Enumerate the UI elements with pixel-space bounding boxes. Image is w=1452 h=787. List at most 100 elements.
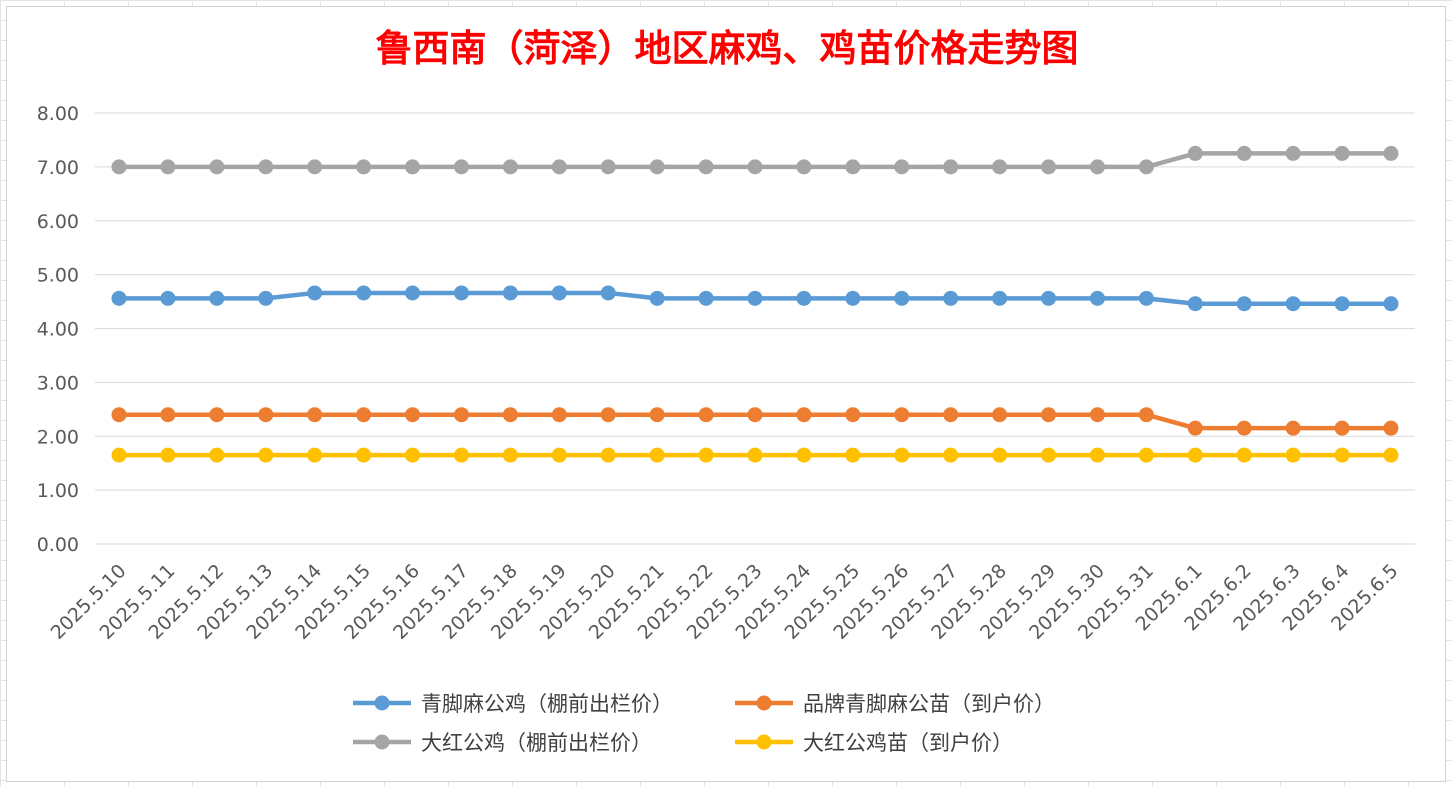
data-point[interactable]	[405, 407, 421, 423]
data-point[interactable]	[1138, 447, 1154, 463]
data-point[interactable]	[600, 447, 616, 463]
data-point[interactable]	[111, 159, 127, 175]
data-point[interactable]	[992, 407, 1008, 423]
data-point[interactable]	[894, 447, 910, 463]
data-point[interactable]	[1187, 447, 1203, 463]
data-point[interactable]	[1089, 290, 1105, 306]
data-point[interactable]	[551, 447, 567, 463]
data-point[interactable]	[1041, 290, 1057, 306]
data-point[interactable]	[1383, 447, 1399, 463]
series-4[interactable]	[111, 447, 1399, 463]
data-point[interactable]	[649, 290, 665, 306]
data-point[interactable]	[258, 407, 274, 423]
data-point[interactable]	[1041, 159, 1057, 175]
data-point[interactable]	[307, 447, 323, 463]
data-point[interactable]	[160, 159, 176, 175]
data-point[interactable]	[1285, 447, 1301, 463]
data-point[interactable]	[551, 285, 567, 301]
data-point[interactable]	[1138, 407, 1154, 423]
series-3[interactable]	[111, 145, 1399, 175]
data-point[interactable]	[405, 285, 421, 301]
legend-item[interactable]: 品牌青脚麻公苗（到户价）	[735, 692, 1055, 716]
data-point[interactable]	[258, 447, 274, 463]
data-point[interactable]	[1089, 447, 1105, 463]
data-point[interactable]	[453, 447, 469, 463]
data-point[interactable]	[405, 447, 421, 463]
data-point[interactable]	[992, 447, 1008, 463]
data-point[interactable]	[600, 407, 616, 423]
data-point[interactable]	[845, 290, 861, 306]
data-point[interactable]	[943, 447, 959, 463]
data-point[interactable]	[698, 159, 714, 175]
data-point[interactable]	[943, 290, 959, 306]
data-point[interactable]	[1041, 447, 1057, 463]
data-point[interactable]	[307, 285, 323, 301]
data-point[interactable]	[698, 447, 714, 463]
data-point[interactable]	[894, 159, 910, 175]
data-point[interactable]	[1285, 420, 1301, 436]
data-point[interactable]	[209, 447, 225, 463]
data-point[interactable]	[111, 290, 127, 306]
data-point[interactable]	[1285, 145, 1301, 161]
data-point[interactable]	[405, 159, 421, 175]
data-point[interactable]	[111, 447, 127, 463]
data-point[interactable]	[992, 290, 1008, 306]
data-point[interactable]	[894, 290, 910, 306]
data-point[interactable]	[1383, 420, 1399, 436]
data-point[interactable]	[1187, 296, 1203, 312]
data-point[interactable]	[649, 159, 665, 175]
data-point[interactable]	[796, 407, 812, 423]
data-point[interactable]	[160, 407, 176, 423]
data-point[interactable]	[209, 290, 225, 306]
legend[interactable]: 青脚麻公鸡（棚前出栏价） 品牌青脚麻公苗（到户价） 大红公鸡（棚前出栏价） 大红公鸡苗…	[353, 692, 1055, 755]
data-point[interactable]	[1334, 145, 1350, 161]
legend-item[interactable]: 大红公鸡（棚前出栏价）	[353, 731, 652, 755]
data-point[interactable]	[600, 159, 616, 175]
data-point[interactable]	[943, 159, 959, 175]
data-point[interactable]	[1334, 447, 1350, 463]
data-point[interactable]	[1089, 407, 1105, 423]
data-point[interactable]	[502, 447, 518, 463]
data-point[interactable]	[258, 290, 274, 306]
data-point[interactable]	[160, 290, 176, 306]
series-2[interactable]	[111, 407, 1399, 436]
data-point[interactable]	[1236, 296, 1252, 312]
data-point[interactable]	[356, 447, 372, 463]
data-point[interactable]	[1236, 420, 1252, 436]
data-point[interactable]	[502, 407, 518, 423]
data-point[interactable]	[845, 159, 861, 175]
data-point[interactable]	[796, 290, 812, 306]
data-point[interactable]	[1236, 447, 1252, 463]
data-point[interactable]	[502, 285, 518, 301]
data-point[interactable]	[698, 407, 714, 423]
data-point[interactable]	[796, 159, 812, 175]
data-point[interactable]	[894, 407, 910, 423]
data-point[interactable]	[845, 447, 861, 463]
data-point[interactable]	[453, 285, 469, 301]
data-point[interactable]	[747, 290, 763, 306]
data-point[interactable]	[747, 407, 763, 423]
data-point[interactable]	[649, 447, 665, 463]
data-point[interactable]	[1138, 290, 1154, 306]
data-point[interactable]	[747, 447, 763, 463]
series-1[interactable]	[111, 285, 1399, 312]
data-point[interactable]	[1383, 296, 1399, 312]
data-point[interactable]	[992, 159, 1008, 175]
data-point[interactable]	[698, 290, 714, 306]
line-chart[interactable]: 鲁西南（菏泽）地区麻鸡、鸡苗价格走势图 0.00 1.00 2.00 3.00 4.00…	[7, 7, 1445, 781]
data-point[interactable]	[356, 407, 372, 423]
data-point[interactable]	[1187, 145, 1203, 161]
data-point[interactable]	[600, 285, 616, 301]
data-point[interactable]	[1285, 296, 1301, 312]
data-point[interactable]	[209, 407, 225, 423]
data-point[interactable]	[1334, 296, 1350, 312]
data-point[interactable]	[209, 159, 225, 175]
legend-item[interactable]: 青脚麻公鸡（棚前出栏价）	[353, 692, 673, 716]
data-point[interactable]	[1138, 159, 1154, 175]
data-point[interactable]	[1187, 420, 1203, 436]
data-point[interactable]	[747, 159, 763, 175]
data-point[interactable]	[258, 159, 274, 175]
data-point[interactable]	[453, 159, 469, 175]
data-point[interactable]	[111, 407, 127, 423]
data-point[interactable]	[453, 407, 469, 423]
